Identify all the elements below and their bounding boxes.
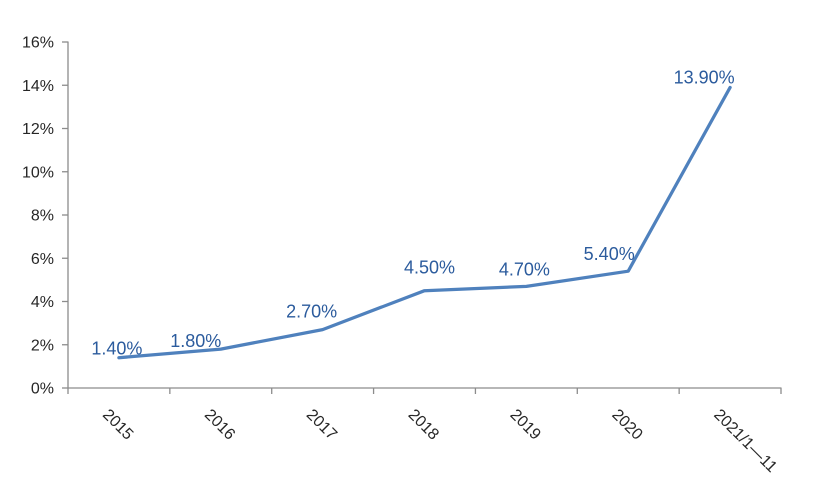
x-axis-label: 2017 (303, 406, 340, 443)
x-axis-label: 2020 (608, 406, 645, 443)
y-axis-label: 2% (31, 337, 54, 354)
data-label: 13.90% (674, 67, 735, 87)
y-axis-label: 16% (22, 35, 54, 52)
y-axis-label: 6% (31, 251, 54, 268)
data-label: 4.70% (499, 259, 550, 279)
data-label: 5.40% (584, 244, 635, 264)
y-axis-label: 14% (22, 78, 54, 95)
data-label: 1.80% (170, 331, 221, 351)
y-axis-label: 10% (22, 164, 54, 181)
x-axis-label: 2015 (99, 406, 136, 443)
series-line (117, 85, 732, 360)
data-label: 4.50% (404, 258, 455, 278)
x-axis-label: 2019 (507, 406, 544, 443)
y-axis-label: 4% (31, 294, 54, 311)
data-label: 2.70% (286, 302, 337, 322)
data-label: 1.40% (91, 339, 142, 359)
x-axis-label: 2018 (405, 406, 442, 443)
x-axis-label: 2016 (201, 406, 238, 443)
x-axis-label: 2021/1—11 (710, 406, 780, 476)
y-axis-label: 12% (22, 121, 54, 138)
y-axis-label: 8% (31, 208, 54, 225)
y-axis-label: 0% (31, 381, 54, 398)
